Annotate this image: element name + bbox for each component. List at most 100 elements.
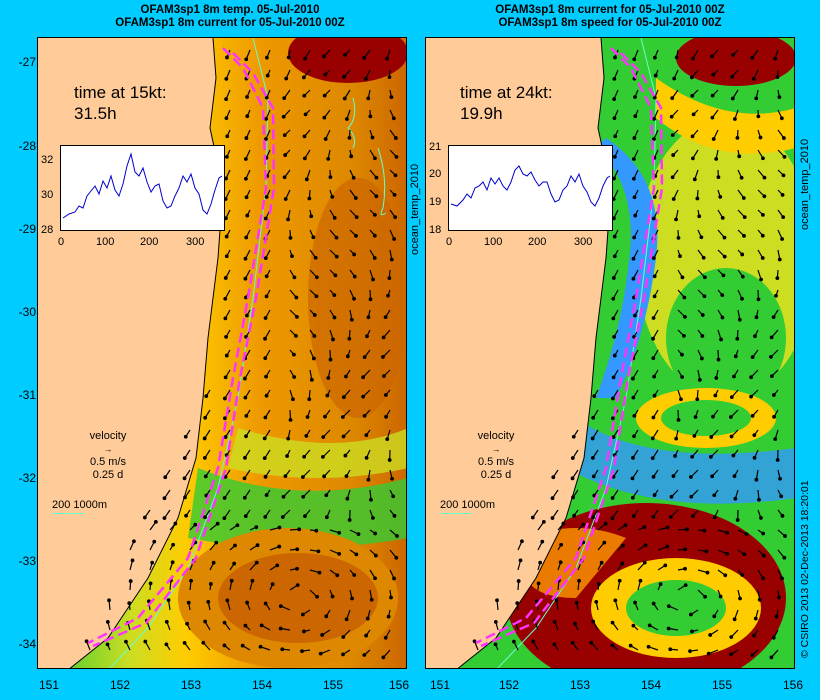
current-vector-head — [223, 435, 228, 439]
current-vector-head — [301, 75, 306, 80]
current-vector-head — [283, 474, 288, 479]
current-vector-head — [264, 393, 269, 398]
current-vector-head — [312, 334, 317, 338]
left-inset-ytick: 28 — [41, 224, 54, 236]
current-vector-head — [638, 578, 643, 583]
current-vector-head — [760, 233, 765, 238]
x-tick-label: 153 — [569, 678, 591, 692]
current-vector-head — [341, 395, 346, 400]
current-vector-head — [749, 394, 754, 399]
current-vector-head — [753, 616, 758, 621]
left-map-panel[interactable]: time at 15kt: 31.5h 32 30 28 0 100 200 3… — [37, 37, 407, 669]
current-vector-head — [692, 433, 697, 438]
current-vector-head — [254, 560, 259, 565]
current-vector-head — [652, 137, 656, 141]
current-vector-head — [326, 376, 331, 380]
current-vector-head — [493, 620, 498, 624]
current-vector-head — [651, 216, 656, 221]
current-vector-head — [286, 55, 291, 60]
current-vector-head — [518, 558, 523, 563]
current-vector-head — [264, 195, 269, 199]
current-vector-head — [741, 196, 746, 200]
current-vector-head — [647, 623, 652, 628]
current-vector-head — [520, 539, 524, 544]
current-vector-head — [364, 633, 369, 638]
current-vector-head — [364, 433, 369, 438]
current-vector-head — [320, 633, 325, 637]
current-vector-head — [700, 313, 705, 317]
current-vector-head — [163, 475, 168, 480]
current-vector-head — [381, 355, 385, 359]
current-vector-head — [610, 516, 615, 521]
current-vector-head — [186, 600, 191, 605]
current-vector-head — [263, 336, 267, 341]
current-vector-head — [771, 635, 776, 640]
current-vector-head — [621, 543, 625, 548]
current-vector-head — [708, 633, 713, 637]
current-vector-head — [235, 523, 240, 528]
current-vector-head — [225, 134, 230, 139]
current-vector-head — [105, 642, 110, 647]
velocity-arrow-icon: → — [103, 444, 113, 454]
y-tick-label: -27 — [18, 55, 36, 69]
current-vector-head — [668, 515, 673, 519]
current-vector-head — [333, 273, 338, 278]
current-vector-head — [631, 623, 636, 628]
current-vector-head — [632, 413, 637, 418]
current-vector-head — [754, 96, 759, 101]
right-map-panel[interactable]: time at 24kt: 19.9h 21 20 19 18 0 100 20… — [425, 37, 795, 669]
current-vector-head — [693, 415, 698, 419]
current-vector-head — [263, 256, 268, 260]
right-inset-ytick: 18 — [429, 224, 442, 236]
current-vector-head — [314, 528, 319, 533]
current-vector-head — [719, 337, 723, 342]
current-vector-head — [612, 116, 617, 121]
current-vector-head — [680, 375, 685, 379]
current-vector-head — [632, 57, 637, 62]
current-vector-head — [599, 560, 604, 565]
current-vector-head — [733, 117, 737, 121]
current-vector-head — [259, 623, 264, 628]
current-vector-head — [389, 95, 394, 99]
current-vector-head — [316, 549, 321, 554]
current-vector-head — [364, 455, 369, 460]
current-vector-head — [777, 595, 781, 600]
current-vector-head — [389, 595, 393, 600]
current-vector-head — [721, 273, 726, 278]
current-vector-head — [295, 547, 300, 552]
current-vector-head — [374, 175, 379, 180]
left-inset-xtick: 100 — [96, 236, 115, 248]
current-vector-head — [670, 133, 675, 138]
current-vector-head — [777, 257, 782, 262]
right-inset-xtick: 300 — [574, 236, 593, 248]
current-vector-head — [208, 582, 213, 586]
current-vector-head — [314, 294, 319, 299]
current-vector-head — [202, 456, 207, 460]
current-vector-head — [771, 315, 776, 319]
current-vector-head — [744, 532, 749, 537]
current-vector-head — [356, 532, 361, 537]
current-vector-head — [371, 516, 375, 520]
x-tick-label: 156 — [782, 678, 804, 692]
current-vector-head — [243, 176, 248, 181]
current-vector-head — [781, 136, 786, 140]
current-vector-head — [701, 255, 706, 260]
current-vector-head — [700, 334, 705, 338]
x-tick-label: 154 — [251, 678, 273, 692]
right-isobath-scale: 200 1000m — [440, 499, 495, 514]
current-vector-head — [243, 376, 247, 381]
current-vector-head — [391, 494, 396, 499]
current-vector-head — [775, 75, 780, 80]
current-vector-head — [373, 531, 378, 536]
current-vector-head — [383, 393, 388, 397]
current-vector-head — [676, 418, 681, 422]
current-vector-head — [265, 73, 270, 78]
current-vector-head — [283, 197, 288, 201]
current-vector-head — [385, 437, 390, 442]
current-vector-head — [773, 56, 777, 61]
current-vector-head — [382, 374, 386, 379]
current-vector-head — [690, 134, 695, 139]
current-vector-head — [611, 375, 616, 380]
current-vector-head — [295, 314, 299, 319]
current-vector-head — [628, 643, 633, 648]
